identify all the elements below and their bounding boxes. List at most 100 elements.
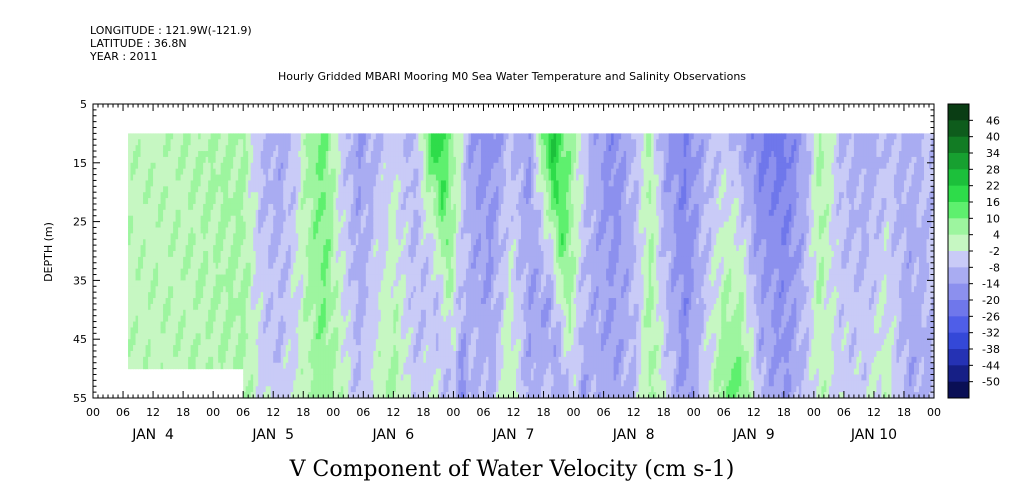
heatmap-cell [193,186,197,193]
heatmap-cell [353,174,357,182]
heatmap-cell [180,356,184,364]
heatmap-cell [273,174,277,182]
heatmap-cell [248,239,252,246]
heatmap-cell [393,139,397,146]
heatmap-cell [173,186,177,193]
heatmap-cell [223,215,227,223]
heatmap-cell [350,180,354,187]
heatmap-cell [235,286,239,293]
heatmap-cell [318,174,322,182]
heatmap-cell [310,321,314,329]
heatmap-cell [228,251,232,258]
heatmap-cell [288,203,292,211]
heatmap-cell [180,145,184,152]
heatmap-cell [168,345,172,352]
heatmap-cell [215,298,219,305]
heatmap-cell [293,192,297,199]
heatmap-cell [385,151,389,158]
heatmap-cell [193,174,197,182]
heatmap-cell [410,356,414,364]
heatmap-cell [283,151,287,158]
heatmap-cell [313,309,317,317]
heatmap-cell [188,286,192,293]
heatmap-cell [355,180,359,187]
heatmap-cell [300,139,304,146]
heatmap-cell [348,374,352,381]
heatmap-cell [220,298,224,305]
heatmap-cell [270,309,274,317]
heatmap-cell [273,368,277,376]
heatmap-cell [210,339,214,346]
heatmap-cell [260,274,264,281]
heatmap-cell [158,309,162,317]
heatmap-cell [375,139,379,146]
heatmap-cell [268,321,272,329]
heatmap-cell [285,227,289,234]
heatmap-cell [175,298,179,305]
heatmap-cell [368,133,372,140]
heatmap-cell [413,274,417,281]
heatmap-cell [193,327,197,334]
heatmap-cell [320,392,324,399]
heatmap-cell [400,368,404,376]
heatmap-cell [400,139,404,146]
heatmap-cell [158,262,162,270]
heatmap-cell [285,262,289,270]
heatmap-cell [323,215,327,223]
heatmap-cell [395,139,399,146]
heatmap-cell [400,374,404,381]
heatmap-cell [215,286,219,293]
heatmap-cell [335,198,339,205]
heatmap-cell [350,309,354,317]
heatmap-cell [300,368,304,376]
heatmap-cell [363,151,367,158]
heatmap-cell [258,327,262,334]
heatmap-cell [258,245,262,252]
heatmap-cell [335,145,339,152]
heatmap-cell [368,262,372,270]
heatmap-cell [370,192,374,199]
heatmap-cell [225,139,229,146]
heatmap-cell [333,233,337,240]
heatmap-cell [328,274,332,281]
heatmap-cell [383,298,387,305]
heatmap-cell [280,339,284,346]
heatmap-cell [248,356,252,364]
heatmap-cell [393,251,397,258]
heatmap-cell [293,303,297,311]
heatmap-cell [143,268,147,276]
heatmap-cell [368,386,372,393]
heatmap-cell [180,345,184,352]
heatmap-cell [140,256,144,264]
heatmap-cell [198,274,202,281]
heatmap-cell [130,321,134,329]
heatmap-cell [243,368,247,376]
heatmap-cell [128,151,132,158]
heatmap-cell [148,327,152,334]
heatmap-cell [358,245,362,252]
heatmap-cell [298,333,302,340]
heatmap-cell [370,227,374,234]
heatmap-cell [230,274,234,281]
heatmap-cell [415,198,419,205]
heatmap-cell [150,345,154,352]
heatmap-cell [340,209,344,217]
heatmap-cell [365,274,369,281]
heatmap-cell [413,227,417,234]
heatmap-cell [138,209,142,217]
heatmap-cell [333,168,337,176]
heatmap-cell [210,151,214,158]
heatmap-cell [313,368,317,376]
heatmap-cell [338,280,342,287]
heatmap-cell [155,168,159,176]
heatmap-cell [220,321,224,329]
heatmap-cell [395,168,399,176]
heatmap-cell [235,151,239,158]
heatmap-cell [380,350,384,358]
heatmap-cell [153,145,157,152]
heatmap-cell [233,262,237,270]
heatmap-cell [360,362,364,370]
heatmap-cell [365,321,369,329]
heatmap-cell [143,345,147,352]
heatmap-cell [215,139,219,146]
